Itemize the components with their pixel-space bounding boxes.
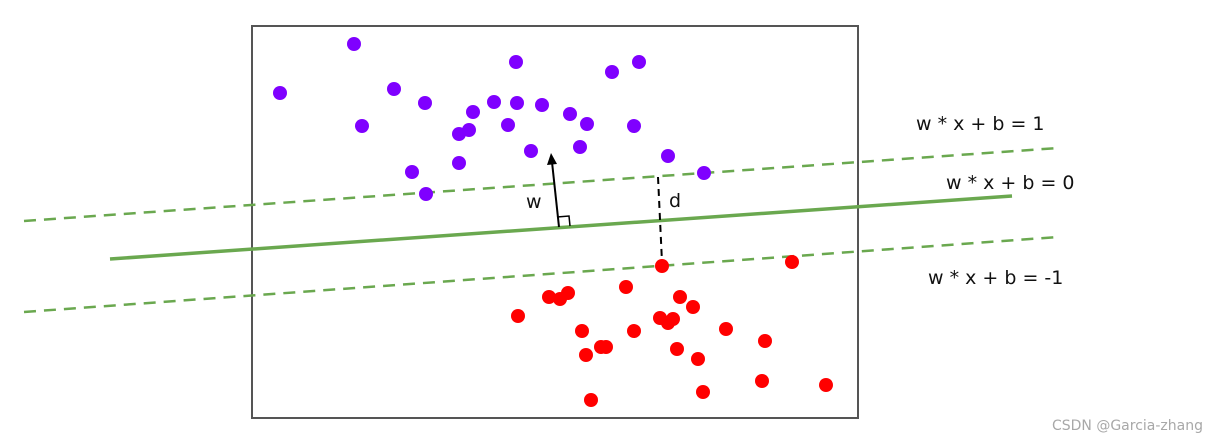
red-point: [619, 280, 633, 294]
red-point: [673, 290, 687, 304]
arrowhead-icon: [547, 153, 557, 165]
purple-point: [452, 156, 466, 170]
purple-point: [510, 96, 524, 110]
purple-point: [501, 118, 515, 132]
purple-point: [347, 37, 361, 51]
red-point: [627, 324, 641, 338]
purple-point: [405, 165, 419, 179]
purple-point: [632, 55, 646, 69]
normal-vector-arrow: [551, 161, 560, 228]
red-point: [696, 385, 710, 399]
watermark: CSDN @Garcia-zhang: [1051, 418, 1203, 434]
plot-frame: [251, 25, 859, 419]
purple-point: [462, 123, 476, 137]
purple-point: [387, 82, 401, 96]
normal-vector-label: w: [526, 191, 542, 213]
purple-point: [419, 187, 433, 201]
red-point: [719, 322, 733, 336]
purple-point: [466, 105, 480, 119]
positive-margin-equation: w * x + b = 1: [916, 113, 1045, 135]
margin-distance-line: [657, 176, 663, 263]
red-point: [686, 300, 700, 314]
red-point: [819, 378, 833, 392]
purple-point: [418, 96, 432, 110]
red-point: [755, 374, 769, 388]
purple-point: [573, 140, 587, 154]
red-point: [579, 348, 593, 362]
purple-class-points: [273, 37, 711, 201]
red-point: [511, 309, 525, 323]
red-point: [691, 352, 705, 366]
red-point: [584, 393, 598, 407]
red-point: [670, 342, 684, 356]
purple-point: [661, 149, 675, 163]
decision-boundary-equation: w * x + b = 0: [946, 172, 1075, 194]
margin-label: d: [669, 190, 681, 212]
purple-point: [605, 65, 619, 79]
red-point: [542, 290, 556, 304]
red-point: [655, 259, 669, 273]
purple-point: [563, 107, 577, 121]
negative-margin-line: [23, 235, 1059, 314]
red-class-points: [511, 255, 833, 407]
purple-point: [697, 166, 711, 180]
purple-point: [355, 119, 369, 133]
red-point: [785, 255, 799, 269]
purple-point: [509, 55, 523, 69]
purple-point: [580, 117, 594, 131]
purple-point: [524, 144, 538, 158]
right-angle-mark: [556, 215, 571, 227]
positive-margin-line: [23, 146, 1059, 223]
purple-point: [487, 95, 501, 109]
red-point: [599, 340, 613, 354]
negative-margin-equation: w * x + b = -1: [928, 267, 1063, 289]
red-point: [661, 316, 675, 330]
decision-boundary-line: [109, 194, 1013, 261]
purple-point: [627, 119, 641, 133]
purple-point: [273, 86, 287, 100]
red-point: [575, 324, 589, 338]
purple-point: [535, 98, 549, 112]
red-point: [758, 334, 772, 348]
red-point: [561, 286, 575, 300]
